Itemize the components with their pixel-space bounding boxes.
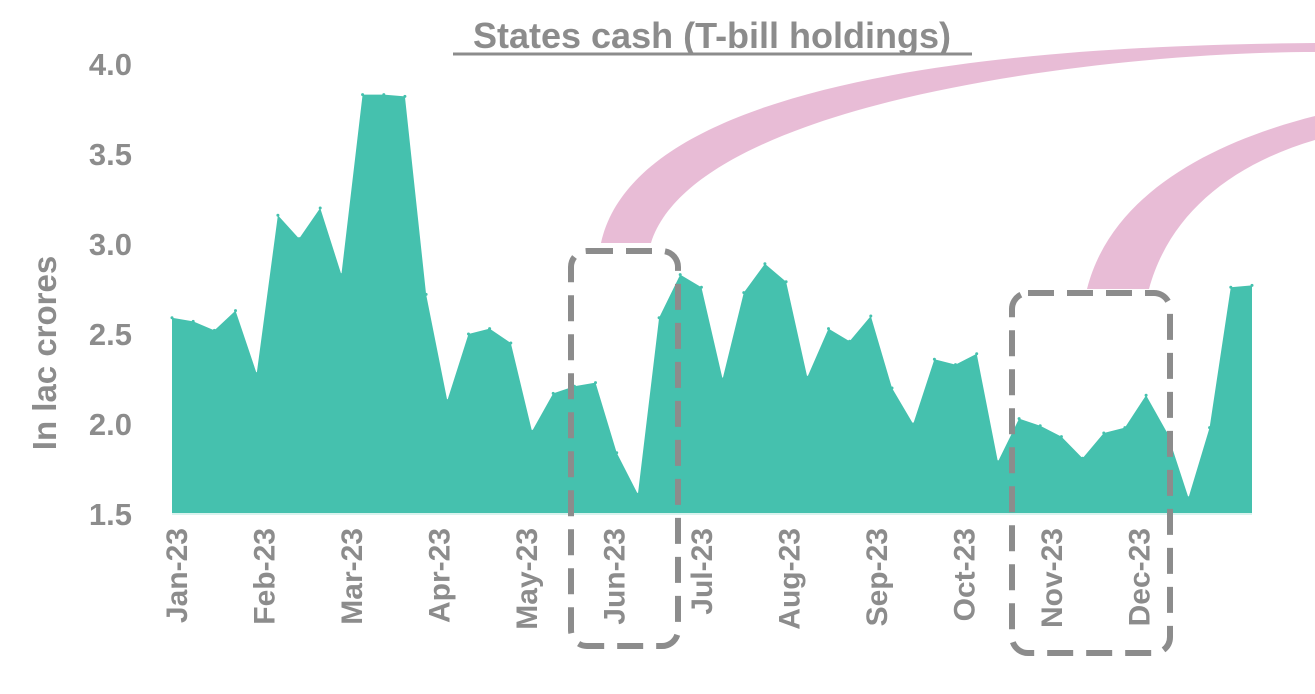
data-point (594, 381, 597, 385)
data-point (1123, 426, 1127, 430)
highlight-box (568, 248, 681, 649)
data-point (890, 386, 894, 390)
data-point (1017, 417, 1021, 421)
x-tick-label: Aug-23 (774, 528, 807, 630)
data-point (742, 291, 746, 295)
data-point (403, 94, 407, 98)
data-point (1208, 426, 1212, 430)
data-point (255, 372, 259, 376)
data-point (297, 237, 301, 241)
y-tick-label: 1.5 (89, 497, 132, 532)
x-tick-label: Oct-23 (949, 528, 982, 621)
data-point (488, 327, 492, 331)
data-point (212, 328, 216, 332)
data-point (318, 206, 322, 210)
data-point (911, 422, 915, 426)
data-point (1102, 431, 1106, 435)
data-point (848, 339, 852, 343)
x-tick-label: Apr-23 (424, 528, 457, 623)
data-point (827, 327, 830, 331)
data-point (445, 399, 449, 403)
data-point (361, 93, 365, 97)
data-point (975, 352, 979, 356)
data-point (996, 460, 1000, 464)
data-point (1187, 496, 1190, 500)
callout-arrow (1087, 116, 1315, 289)
y-tick-label: 2.5 (89, 317, 132, 352)
y-tick-label: 4.0 (89, 47, 132, 82)
y-tick-label: 3.5 (89, 137, 132, 172)
x-tick-label: Feb-23 (249, 528, 282, 625)
x-tick-label: Dec-23 (1124, 528, 1157, 626)
data-point (339, 273, 343, 277)
y-tick-label: 2.0 (89, 407, 132, 442)
x-tick-label: May-23 (511, 528, 544, 630)
data-point (1250, 283, 1254, 287)
data-point (1038, 424, 1042, 428)
data-point (191, 319, 195, 323)
data-point (509, 341, 513, 345)
area-series (172, 94, 1252, 514)
data-point (551, 391, 555, 395)
data-point (657, 316, 661, 320)
data-point (869, 314, 873, 318)
data-point (784, 280, 788, 284)
data-point (615, 451, 619, 455)
x-tick-label: Sep-23 (861, 528, 894, 626)
data-point (805, 375, 809, 379)
data-point (636, 492, 640, 496)
data-point (1059, 435, 1063, 439)
data-point (424, 292, 428, 296)
data-point (1229, 285, 1233, 289)
data-point (1081, 456, 1085, 460)
data-point (954, 363, 957, 367)
data-point (1144, 393, 1148, 397)
highlight-box (1009, 290, 1173, 656)
chart-title: States cash (T-bill holdings) (473, 15, 951, 56)
data-point (721, 377, 725, 381)
data-point (234, 309, 237, 313)
x-tick-label: Jan-23 (161, 528, 194, 623)
data-point (678, 273, 682, 277)
data-point (763, 262, 767, 266)
callout-arrow (601, 43, 1315, 243)
y-tick-label: 3.0 (89, 227, 132, 262)
data-point (467, 332, 470, 336)
data-point (382, 93, 386, 97)
data-point (276, 213, 280, 217)
x-tick-label: Nov-23 (1036, 528, 1069, 628)
data-point (699, 285, 703, 289)
x-tick-label: Jun-23 (599, 528, 632, 625)
data-point (932, 357, 936, 361)
x-tick-label: Jul-23 (686, 528, 719, 615)
data-point (170, 316, 174, 320)
y-axis-label: In lac crores (26, 256, 63, 450)
data-point (530, 429, 534, 433)
x-tick-label: Mar-23 (336, 528, 369, 625)
